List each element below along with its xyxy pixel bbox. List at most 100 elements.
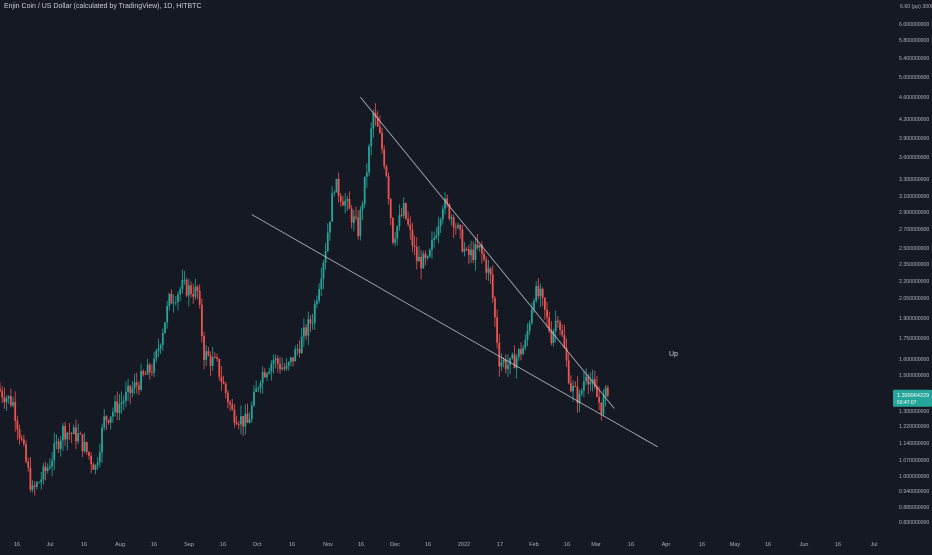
candle-body <box>526 330 529 340</box>
candle <box>81 434 84 458</box>
candle-body <box>320 278 323 290</box>
price-tick-label: 1.500000000 <box>899 373 929 379</box>
candle-body <box>283 367 286 369</box>
candle-body <box>187 285 190 296</box>
candle-body <box>437 226 440 236</box>
candle <box>463 241 466 257</box>
candle-body <box>107 420 110 423</box>
candle-body <box>426 256 429 258</box>
candle <box>363 176 366 208</box>
candle-body <box>441 208 444 220</box>
candle-body <box>365 172 368 177</box>
candle-body <box>502 359 505 363</box>
candle-body <box>266 373 268 378</box>
candle-body <box>131 388 134 393</box>
candle <box>98 443 101 468</box>
candle-body <box>268 371 271 374</box>
candle-body <box>151 372 153 374</box>
candle <box>402 197 405 219</box>
candle-body <box>372 112 375 129</box>
candle-body <box>9 396 12 406</box>
candle-body <box>600 402 603 415</box>
candle <box>287 361 290 371</box>
candle-body <box>342 201 344 206</box>
candle <box>470 240 472 263</box>
candle <box>248 412 251 424</box>
candle <box>481 241 483 264</box>
candle-body <box>246 413 249 423</box>
candle <box>196 285 199 299</box>
candle <box>66 431 69 451</box>
candle <box>25 440 27 464</box>
candle-body <box>472 249 475 261</box>
candle-body <box>231 404 234 410</box>
candle <box>33 481 36 496</box>
candle-body <box>583 381 585 391</box>
candle <box>300 327 303 354</box>
candle <box>311 314 314 330</box>
price-tick-label: 2.900000000 <box>899 210 929 216</box>
candle-body <box>496 317 498 343</box>
candle-body <box>25 444 27 462</box>
candle-body <box>177 294 179 303</box>
candle <box>127 378 129 402</box>
candle <box>9 388 12 408</box>
candle-body <box>537 286 540 297</box>
candle <box>593 370 596 390</box>
candle <box>292 357 294 367</box>
candle <box>161 328 164 351</box>
candle-body <box>164 322 166 334</box>
candle-body <box>446 198 449 205</box>
candle <box>333 190 336 197</box>
candle <box>266 371 268 381</box>
price-tick-label: 1.140000000 <box>899 441 929 447</box>
candle-body <box>31 485 34 490</box>
candle <box>487 259 490 281</box>
candle <box>372 109 375 138</box>
candle-body <box>98 452 101 463</box>
candle-body <box>229 402 231 405</box>
time-axis[interactable]: 16 Jul 16 Aug 16 Sep 16 Oct 16 Nov 16 Dec 16 2022 17 Fe… <box>14 542 878 548</box>
price-tick-label: 1.070000000 <box>899 458 929 464</box>
candle-body <box>14 401 17 421</box>
candle <box>205 345 208 366</box>
candle <box>387 172 390 205</box>
candle <box>585 368 587 386</box>
candle <box>431 231 433 259</box>
candle-body <box>46 468 49 471</box>
candle-body <box>329 221 331 233</box>
candle-body <box>481 245 483 254</box>
candle-body <box>574 386 577 387</box>
candle-body <box>77 433 80 442</box>
candle <box>313 299 316 330</box>
candle <box>368 143 370 177</box>
candle <box>472 241 475 264</box>
candle-body <box>142 371 145 375</box>
time-tick-label: 16 <box>628 542 634 548</box>
candle-body <box>335 178 338 193</box>
candle-body <box>381 132 383 150</box>
candle-body <box>248 419 251 423</box>
candle <box>457 222 459 230</box>
candle-body <box>593 379 596 387</box>
candle-body <box>125 391 127 401</box>
candle-body <box>450 217 453 219</box>
candle <box>318 283 320 304</box>
candle-body <box>383 149 386 167</box>
candle-body <box>116 401 119 413</box>
candle-body <box>392 217 394 243</box>
candle-body <box>596 386 598 397</box>
candle <box>29 457 32 493</box>
candle <box>483 250 485 262</box>
candle-body <box>185 279 188 296</box>
candle-body <box>511 354 514 359</box>
candle <box>600 402 603 421</box>
last-price-countdown: 50:47:07 <box>897 400 917 406</box>
price-axis[interactable]: 6.60 (ρρ) 3000 6.000000000 5.800000000 5.40… <box>892 0 932 550</box>
candle-body <box>563 335 566 348</box>
candle <box>122 395 125 411</box>
candle-body <box>311 322 314 324</box>
candle <box>244 404 247 435</box>
